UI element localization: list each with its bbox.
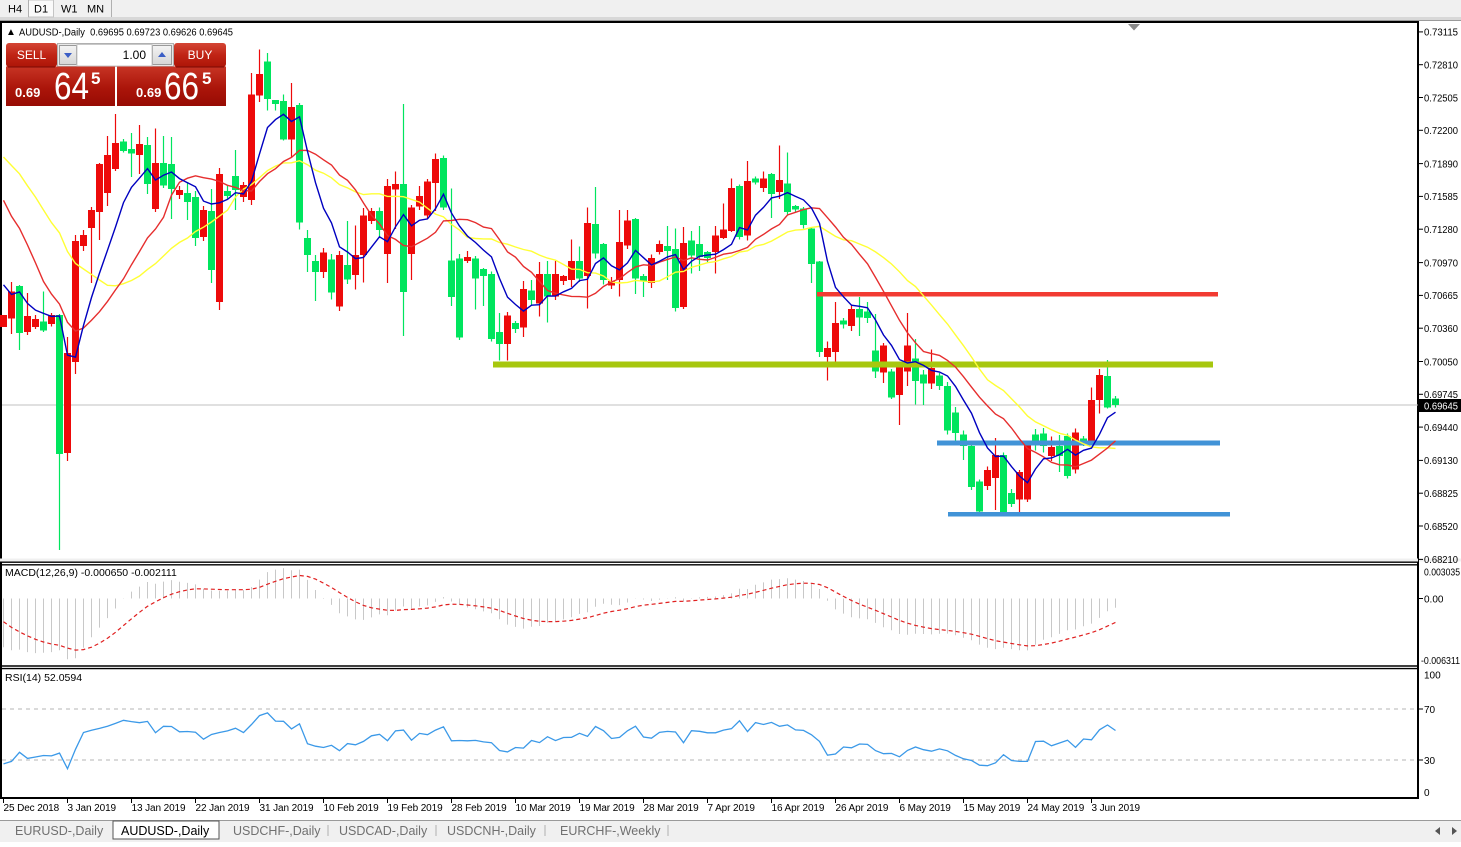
svg-text:5: 5 xyxy=(202,69,211,88)
svg-text:0.68825: 0.68825 xyxy=(1424,489,1458,500)
svg-text:USDCAD-,Daily: USDCAD-,Daily xyxy=(339,824,428,838)
svg-text:31 Jan 2019: 31 Jan 2019 xyxy=(260,803,314,814)
svg-text:0.69745: 0.69745 xyxy=(1424,390,1458,401)
svg-text:0.72505: 0.72505 xyxy=(1424,93,1458,104)
svg-text:16 Apr 2019: 16 Apr 2019 xyxy=(772,803,825,814)
svg-text:0.003035: 0.003035 xyxy=(1424,567,1460,578)
svg-text:1.00: 1.00 xyxy=(123,48,147,62)
svg-text:24 May 2019: 24 May 2019 xyxy=(1028,803,1085,814)
svg-text:D1: D1 xyxy=(34,4,48,16)
svg-text:22 Jan 2019: 22 Jan 2019 xyxy=(196,803,250,814)
svg-text:6 May 2019: 6 May 2019 xyxy=(900,803,952,814)
svg-text:0.68210: 0.68210 xyxy=(1424,555,1458,566)
svg-text:28 Feb 2019: 28 Feb 2019 xyxy=(452,803,508,814)
svg-text:0.71890: 0.71890 xyxy=(1424,159,1458,170)
svg-text:0.69: 0.69 xyxy=(136,85,161,100)
svg-text:26 Apr 2019: 26 Apr 2019 xyxy=(836,803,889,814)
svg-text:0.72200: 0.72200 xyxy=(1424,126,1458,137)
svg-text:0.69: 0.69 xyxy=(15,85,40,100)
svg-text:64: 64 xyxy=(54,66,89,108)
svg-text:EURCHF-,Weekly: EURCHF-,Weekly xyxy=(560,824,661,838)
svg-text:AUDUSD-,Daily 0.69695 0.69723: AUDUSD-,Daily 0.69695 0.69723 0.69626 0.… xyxy=(19,28,233,39)
svg-text:10 Mar 2019: 10 Mar 2019 xyxy=(516,803,572,814)
svg-text:▲: ▲ xyxy=(6,27,16,38)
svg-text:USDCHF-,Daily: USDCHF-,Daily xyxy=(233,824,321,838)
svg-text:19 Mar 2019: 19 Mar 2019 xyxy=(580,803,636,814)
svg-text:7 Apr 2019: 7 Apr 2019 xyxy=(708,803,756,814)
svg-text:30: 30 xyxy=(1424,756,1436,767)
svg-text:SELL: SELL xyxy=(17,48,47,62)
svg-text:-0.006311: -0.006311 xyxy=(1421,656,1460,667)
svg-text:3 Jun 2019: 3 Jun 2019 xyxy=(1092,803,1141,814)
svg-text:USDCNH-,Daily: USDCNH-,Daily xyxy=(447,824,537,838)
svg-text:13 Jan 2019: 13 Jan 2019 xyxy=(132,803,186,814)
svg-text:66: 66 xyxy=(164,66,199,108)
svg-text:0.69130: 0.69130 xyxy=(1424,456,1458,467)
svg-text:0.70360: 0.70360 xyxy=(1424,324,1458,335)
svg-text:100: 100 xyxy=(1424,670,1441,681)
svg-text:AUDUSD-,Daily: AUDUSD-,Daily xyxy=(121,824,210,838)
svg-text:3 Jan 2019: 3 Jan 2019 xyxy=(68,803,117,814)
svg-text:BUY: BUY xyxy=(188,48,213,62)
svg-text:0.69645: 0.69645 xyxy=(1424,401,1458,412)
svg-text:0.71280: 0.71280 xyxy=(1424,225,1458,236)
svg-text:MN: MN xyxy=(87,4,104,16)
svg-text:19 Feb 2019: 19 Feb 2019 xyxy=(388,803,444,814)
svg-text:0.00: 0.00 xyxy=(1424,594,1444,605)
svg-text:25 Dec 2018: 25 Dec 2018 xyxy=(4,803,60,814)
svg-text:RSI(14) 52.0594: RSI(14) 52.0594 xyxy=(5,672,82,684)
svg-text:5: 5 xyxy=(91,69,100,88)
svg-text:15 May 2019: 15 May 2019 xyxy=(964,803,1021,814)
svg-text:0.73115: 0.73115 xyxy=(1424,28,1458,39)
svg-text:0.68520: 0.68520 xyxy=(1424,522,1458,533)
svg-text:0.70970: 0.70970 xyxy=(1424,258,1458,269)
svg-text:70: 70 xyxy=(1424,705,1436,716)
svg-text:0.69440: 0.69440 xyxy=(1424,423,1458,434)
svg-text:0.70050: 0.70050 xyxy=(1424,357,1458,368)
svg-text:EURUSD-,Daily: EURUSD-,Daily xyxy=(15,824,104,838)
svg-text:10 Feb 2019: 10 Feb 2019 xyxy=(324,803,380,814)
svg-text:0.72810: 0.72810 xyxy=(1424,61,1458,72)
svg-text:0.71585: 0.71585 xyxy=(1424,192,1458,203)
svg-text:W1: W1 xyxy=(61,4,78,16)
svg-text:28 Mar 2019: 28 Mar 2019 xyxy=(644,803,700,814)
svg-text:0: 0 xyxy=(1424,788,1430,799)
svg-text:MACD(12,26,9) -0.000650 -0.002: MACD(12,26,9) -0.000650 -0.002111 xyxy=(5,567,177,579)
svg-text:H4: H4 xyxy=(8,4,22,16)
svg-text:0.70665: 0.70665 xyxy=(1424,291,1458,302)
